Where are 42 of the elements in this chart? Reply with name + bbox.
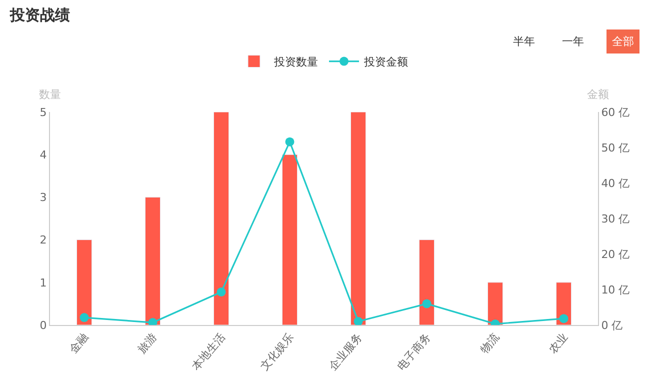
y2-tick-label: 40 亿 <box>601 176 630 190</box>
y-tick-label: 4 <box>40 148 47 162</box>
bar <box>350 112 366 325</box>
point <box>285 137 294 146</box>
bar <box>487 282 504 325</box>
legend-label: 投资数量 <box>273 56 318 69</box>
y2-tick-label: 60 亿 <box>601 106 630 119</box>
bar <box>418 240 435 325</box>
bar <box>144 196 161 325</box>
y-axis-title: 数量 <box>39 88 61 101</box>
x-tick-label: 电子商务 <box>395 330 434 373</box>
text: 全部 <box>612 35 634 48</box>
y2-tick-label: 30 亿 <box>601 212 630 226</box>
x-tick-label: 本地生活 <box>190 330 228 373</box>
point <box>422 299 432 308</box>
y2-tick-label: 10 亿 <box>601 283 630 296</box>
point <box>354 316 363 325</box>
point <box>80 313 89 322</box>
bar <box>76 240 92 325</box>
x-tick-label: 企业服务 <box>326 330 365 373</box>
bar <box>282 154 298 325</box>
text: 一年 <box>562 35 584 48</box>
x-tick-label: 农业 <box>546 330 570 356</box>
x-tick-label: 物流 <box>478 330 502 356</box>
x-tick-label: 文化娱乐 <box>258 330 296 373</box>
y-tick-label: 0 <box>40 318 47 332</box>
legend-label: 投资金额 <box>363 56 408 69</box>
y-tick-label: 1 <box>40 276 47 290</box>
text: 半年 <box>513 35 535 48</box>
x-tick-label: 金融 <box>66 330 91 356</box>
x-tick-label: 旅游 <box>135 330 160 356</box>
y2-axis-title: 金额 <box>587 88 609 101</box>
point <box>216 287 226 296</box>
chart-title: 投资战绩 <box>8 6 70 24</box>
y-tick-label: 5 <box>40 106 47 119</box>
y2-tick-label: 50 亿 <box>601 141 630 154</box>
y-tick-label: 2 <box>40 234 47 247</box>
bar <box>213 112 230 325</box>
y-tick-label: 3 <box>40 191 47 204</box>
point <box>559 314 568 324</box>
y2-tick-label: 20 亿 <box>601 248 630 261</box>
y2-tick-label: 0 亿 <box>601 318 623 332</box>
